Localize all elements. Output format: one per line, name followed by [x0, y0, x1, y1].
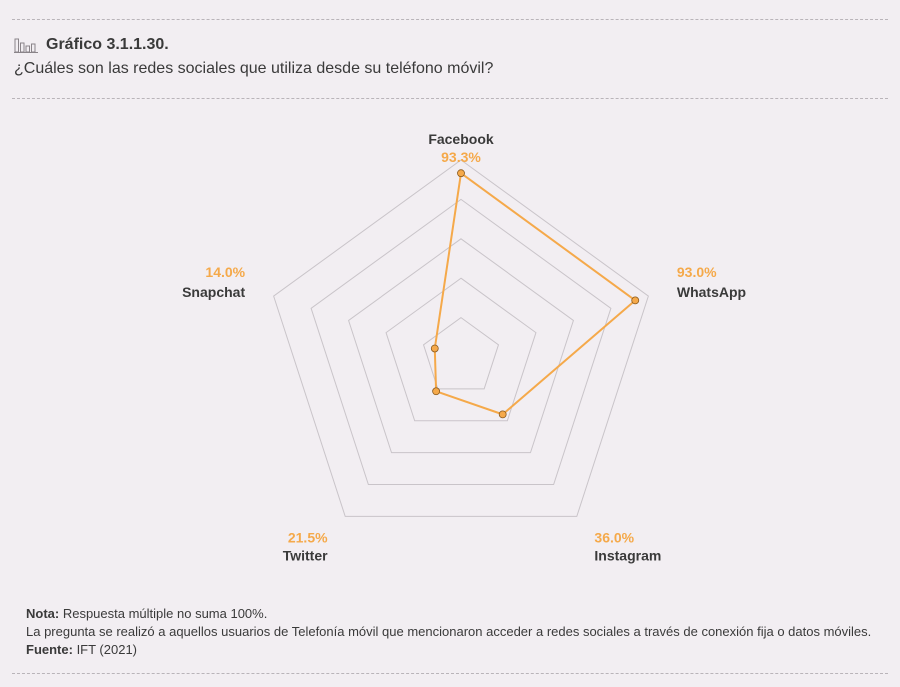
data-point-whatsapp [631, 296, 640, 305]
data-point-twitter [432, 387, 441, 396]
data-point-facebook [457, 169, 465, 178]
data-point-instagram [498, 410, 507, 419]
source-label: Fuente: [26, 642, 73, 657]
data-label-twitter: 21.5% [288, 530, 328, 546]
footer-source: Fuente: IFT (2021) [26, 641, 871, 659]
radar-chart: Facebook 93.3% WhatsApp 93.0% Instagram 36.0%… [182, 131, 746, 564]
bar-chart-icon [14, 38, 38, 53]
axis-label-facebook: Facebook [428, 131, 494, 147]
top-divider [12, 19, 888, 20]
grid-ring-4 [310, 198, 612, 486]
chart-subtitle: ¿Cuáles son las redes sociales que utili… [14, 60, 494, 77]
grid-ring-1 [422, 316, 500, 390]
grid-ring-5 [273, 159, 649, 517]
data-label-facebook: 93.3% [441, 149, 481, 165]
data-point-snapchat [430, 344, 439, 353]
note-text: Respuesta múltiple no suma 100%. [59, 606, 268, 621]
bottom-divider [12, 673, 888, 674]
footer-detail: La pregunta se realizó a aquellos usuari… [26, 624, 872, 639]
chart-footer: Nota: Respuesta múltiple no suma 100%. L… [26, 605, 871, 659]
grid-ring-3 [347, 238, 575, 454]
data-series-line [433, 172, 637, 416]
note-label: Nota: [26, 606, 60, 621]
axis-label-snapchat: Snapchat [182, 284, 245, 300]
axis-label-whatsapp: WhatsApp [677, 284, 746, 300]
axis-label-twitter: Twitter [283, 548, 328, 564]
data-label-snapchat: 14.0% [205, 264, 245, 280]
source-text: IFT (2021) [72, 642, 138, 657]
grid-ring-2 [385, 277, 537, 422]
chart-header: Gráfico 3.1.1.30. ¿Cuáles son las redes … [14, 36, 493, 78]
axis-label-instagram: Instagram [594, 548, 661, 564]
data-label-instagram: 36.0% [594, 530, 634, 546]
footer-note: Nota: Respuesta múltiple no suma 100%. [26, 605, 871, 623]
data-label-whatsapp: 93.0% [677, 264, 717, 280]
header-divider [12, 98, 888, 99]
chart-title: Gráfico 3.1.1.30. [46, 36, 169, 53]
